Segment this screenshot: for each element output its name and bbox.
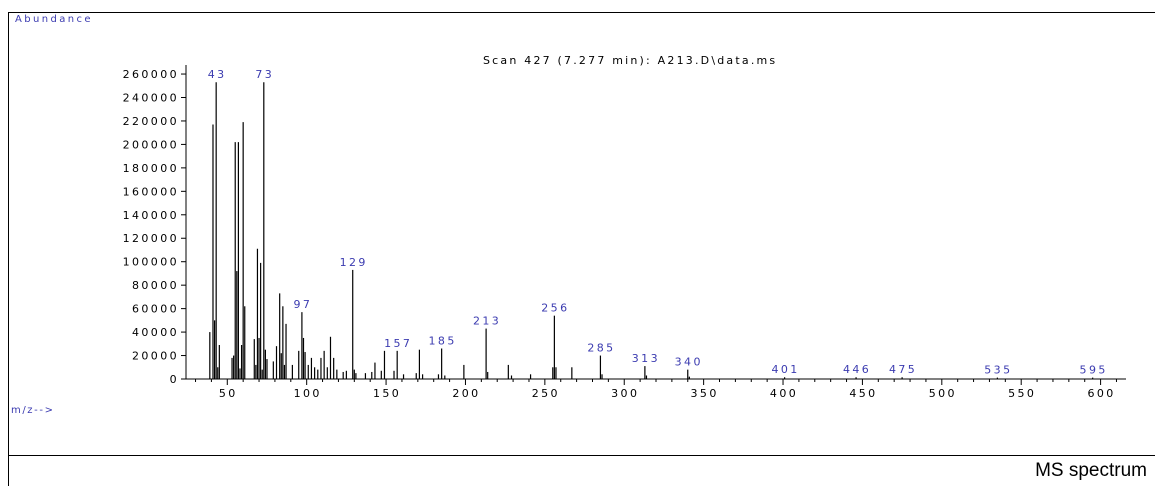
y-tick-label: 20000: [132, 350, 179, 363]
peak-label: 285: [587, 342, 615, 355]
peak-label: 129: [340, 256, 368, 269]
chart-caption: MS spectrum: [1035, 460, 1147, 481]
y-tick-label: 200000: [123, 138, 179, 151]
x-tick-label: 250: [532, 387, 560, 400]
caption-divider: [8, 455, 1155, 456]
y-tick-label: 0: [170, 373, 179, 386]
peak-label: 97: [294, 298, 313, 311]
x-axis-label: m/z-->: [11, 405, 55, 416]
y-tick-label: 260000: [123, 68, 179, 81]
peak-label: 475: [889, 363, 917, 376]
y-tick-label: 160000: [123, 185, 179, 198]
x-tick-label: 400: [770, 387, 798, 400]
peak-label: 185: [429, 335, 457, 348]
y-tick-label: 40000: [132, 326, 179, 339]
peak-labels: 43 73 97 129 157 185 213 256 285 313 340 401 446 475 5…: [208, 68, 1108, 377]
x-tick-label: 100: [294, 387, 322, 400]
peak-label: 157: [384, 337, 412, 350]
chart-title: Scan 427 (7.277 min): A213.D\data.ms: [483, 54, 777, 67]
x-tick-label: 200: [452, 387, 480, 400]
y-tick-label: 100000: [123, 256, 179, 269]
plot-frame: [8, 12, 1155, 486]
peak-label: 213: [473, 315, 501, 328]
x-tick-label: 350: [691, 387, 719, 400]
x-tick-label: 550: [1008, 387, 1036, 400]
chart-axes: 0 20000 40000 60000 80000 100000 120000 140000 1…: [123, 65, 1126, 400]
x-tick-label: 300: [611, 387, 639, 400]
peak-label: 535: [984, 364, 1012, 377]
peak-label: 446: [843, 363, 871, 376]
y-axis-label: Abundance: [15, 14, 93, 25]
x-tick-label: 50: [219, 387, 238, 400]
y-tick-label: 180000: [123, 162, 179, 175]
peak-label: 256: [541, 302, 569, 315]
x-tick-label: 450: [849, 387, 877, 400]
peak-label: 43: [208, 68, 227, 81]
peak-label: 595: [1080, 364, 1108, 377]
spectrum-bars: [209, 82, 1094, 379]
peak-label: 73: [255, 68, 274, 81]
y-tick-label: 220000: [123, 115, 179, 128]
y-tick-label: 80000: [132, 279, 179, 292]
y-tick-label: 120000: [123, 232, 179, 245]
y-tick-label: 60000: [132, 303, 179, 316]
y-tick-label: 240000: [123, 91, 179, 104]
peak-label: 313: [632, 352, 660, 365]
y-tick-label: 140000: [123, 209, 179, 222]
x-tick-label: 600: [1087, 387, 1115, 400]
x-tick-label: 500: [929, 387, 957, 400]
peak-label: 340: [675, 356, 703, 369]
x-tick-label: 150: [373, 387, 401, 400]
peak-label: 401: [772, 363, 800, 376]
